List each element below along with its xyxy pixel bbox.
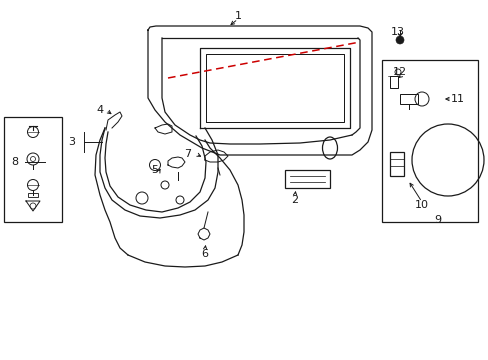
Bar: [4, 117, 62, 222]
Bar: [28, 193, 38, 197]
Text: 7: 7: [184, 149, 191, 159]
Bar: [381, 60, 477, 222]
Bar: [389, 152, 403, 176]
Text: 10: 10: [414, 200, 428, 210]
Bar: [285, 170, 329, 188]
Bar: [399, 94, 417, 104]
Text: 1: 1: [234, 11, 241, 21]
Text: 4: 4: [96, 105, 103, 115]
Text: 11: 11: [450, 94, 464, 104]
Bar: [389, 76, 397, 88]
Text: 3: 3: [68, 137, 75, 147]
Text: 5: 5: [151, 165, 158, 175]
Text: 13: 13: [390, 27, 404, 37]
Text: 9: 9: [433, 215, 441, 225]
Text: 8: 8: [11, 157, 19, 167]
Text: 6: 6: [201, 249, 208, 259]
Circle shape: [395, 36, 403, 44]
Text: 12: 12: [392, 67, 406, 77]
Text: 2: 2: [291, 195, 298, 205]
